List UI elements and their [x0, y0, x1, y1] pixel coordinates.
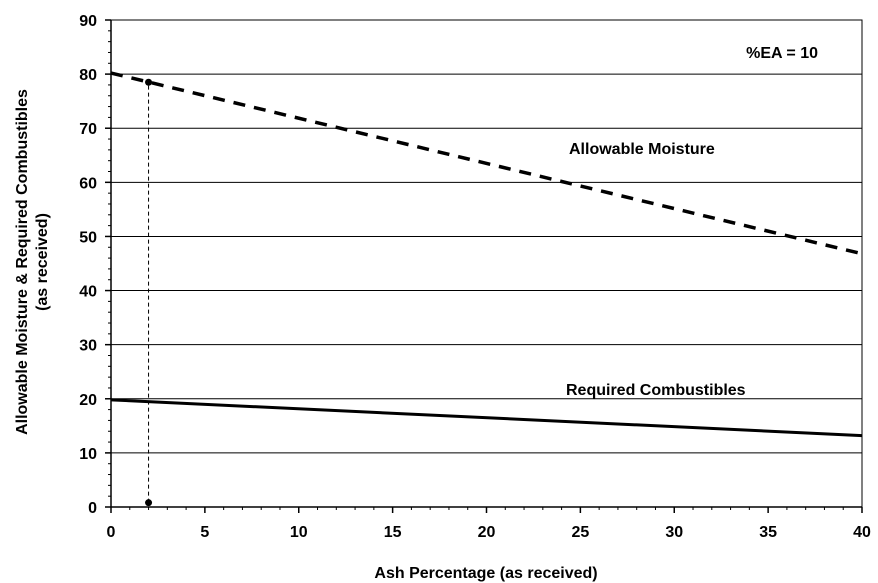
x-tick-label-20: 20 [478, 524, 496, 541]
axis-ticks [105, 19, 863, 513]
x-tick-label-30: 30 [665, 524, 683, 541]
series-layer [110, 71, 863, 507]
plot-border [110, 19, 863, 508]
y-tick-label-60: 60 [79, 175, 97, 192]
reference-point-1 [145, 78, 153, 86]
y-axis-title-line2: (as received) [34, 213, 51, 311]
y-tick-label-50: 50 [79, 229, 97, 246]
x-tick-label-5: 5 [200, 524, 209, 541]
y-tick-label-40: 40 [79, 284, 97, 301]
reference-point-2 [145, 499, 153, 507]
y-tick-label-80: 80 [79, 67, 97, 84]
y-tick-label-0: 0 [88, 500, 97, 517]
series-line-required-combustibles [110, 398, 863, 438]
tick-labels: 0 10 20 30 40 50 60 70 80 90 0 5 10 15 20 25 30 35 40 [79, 13, 871, 541]
x-tick-label-0: 0 [107, 524, 116, 541]
x-tick-label-25: 25 [571, 524, 589, 541]
x-tick-label-10: 10 [290, 524, 308, 541]
x-tick-label-15: 15 [384, 524, 402, 541]
x-tick-label-35: 35 [759, 524, 777, 541]
x-tick-label-40: 40 [853, 524, 871, 541]
annotation-required-combustibles: Required Combustibles [566, 382, 746, 399]
x-axis-title: Ash Percentage (as received) [374, 565, 597, 582]
annotation-allowable-moisture: Allowable Moisture [569, 141, 715, 158]
y-tick-label-90: 90 [79, 13, 97, 30]
grid-lines [111, 19, 862, 454]
plot-area [110, 19, 863, 508]
y-axis-title-line1: Allowable Moisture & Required Combustibl… [14, 89, 31, 435]
y-tick-label-10: 10 [79, 446, 97, 463]
series-line-allowable-moisture [110, 71, 863, 256]
y-tick-label-70: 70 [79, 121, 97, 138]
annotation-ea: %EA = 10 [746, 45, 818, 62]
y-tick-label-30: 30 [79, 338, 97, 355]
y-tick-label-20: 20 [79, 392, 97, 409]
